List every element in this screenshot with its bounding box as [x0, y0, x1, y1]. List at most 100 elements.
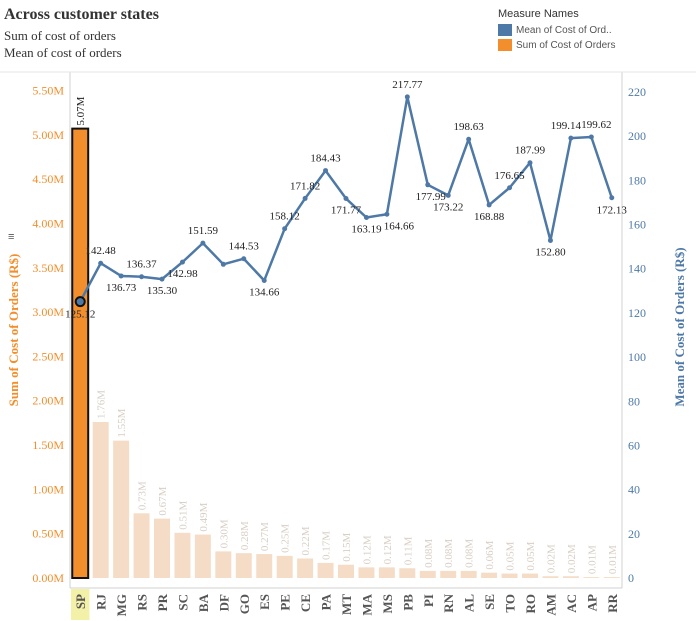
mean-label-ma: 163.19: [351, 223, 382, 235]
mean-point-pe: [282, 226, 288, 232]
bar-label-rj: 1.76M: [96, 390, 108, 419]
bar-se: [481, 572, 498, 578]
mean-point-to: [507, 185, 513, 191]
category-label-pe: PE: [278, 594, 293, 611]
mean-label-ce: 171.82: [290, 180, 320, 192]
mean-label-sc: 142.98: [167, 268, 198, 280]
category-label-pi: PI: [421, 594, 436, 607]
mean-point-ac: [568, 135, 574, 141]
bar-label-es: 0.27M: [259, 522, 271, 551]
bar-label-go: 0.28M: [239, 521, 251, 550]
mean-label-ms: 164.66: [384, 220, 415, 232]
mean-label-pa: 184.43: [310, 153, 341, 165]
mean-label-rn: 173.22: [433, 201, 463, 213]
mean-label-mt: 171.77: [331, 205, 362, 217]
category-label-rs: RS: [135, 594, 150, 611]
y-right-tick-label: 20: [628, 527, 640, 541]
mean-label-se: 168.88: [474, 211, 505, 223]
chart-title: Across customer states: [4, 6, 159, 23]
mean-label-rj: 142.48: [86, 245, 117, 257]
mean-point-sp: [74, 296, 86, 308]
legend-title: Measure Names: [498, 8, 579, 20]
mean-label-pb: 217.77: [392, 79, 423, 91]
category-label-to: TO: [503, 594, 518, 613]
mean-label-pe: 158.12: [270, 211, 300, 223]
mean-point-rn: [445, 192, 451, 198]
bar-pb: [399, 568, 416, 578]
y-right-tick-label: 200: [628, 129, 646, 143]
y-left-tick-label: 4.50M: [32, 172, 64, 186]
legend-label-sum: Sum of Cost of Orders: [516, 39, 616, 51]
y-left-tick-label: 5.50M: [32, 84, 64, 98]
mean-label-ro: 187.99: [515, 145, 546, 157]
y-right-tick-label: 40: [628, 483, 640, 497]
category-label-ap: AP: [584, 594, 599, 611]
category-label-am: AM: [543, 594, 558, 616]
category-label-ms: MS: [380, 594, 395, 614]
bar-label-al: 0.08M: [464, 539, 476, 568]
mean-point-go: [241, 256, 247, 262]
bar-sc: [174, 532, 191, 578]
bar-pa: [317, 562, 334, 578]
mean-point-pa: [323, 168, 329, 174]
category-label-sc: SC: [175, 594, 190, 611]
mean-label-rr: 172.13: [597, 205, 628, 217]
y-left-axis-title: Sum of Cost of Orders (R$): [6, 254, 21, 407]
mean-label-to: 176.65: [494, 170, 525, 182]
category-label-ma: MA: [359, 593, 374, 615]
bar-label-mg: 1.55M: [116, 408, 128, 437]
legend-swatch-mean: [498, 24, 512, 36]
bar-ma: [358, 567, 375, 578]
chart-subtitle-sum: Sum of cost of orders: [4, 28, 116, 43]
mean-label-mg: 136.73: [106, 282, 137, 294]
y-left-tick-label: 2.00M: [32, 394, 64, 408]
bar-pe: [276, 555, 293, 578]
category-label-ro: RO: [523, 594, 538, 614]
bar-ce: [297, 558, 314, 578]
y-left-tick-label: 4.00M: [32, 216, 64, 230]
bar-label-pi: 0.08M: [423, 539, 435, 568]
y-right-tick-label: 80: [628, 394, 640, 408]
bar-al: [460, 570, 477, 578]
mean-point-am: [547, 237, 553, 243]
y-right-tick-label: 120: [628, 306, 646, 320]
y-left-tick-label: 0.50M: [32, 527, 64, 541]
category-label-pr: PR: [155, 593, 170, 611]
mean-point-sc: [179, 259, 185, 265]
bar-label-rs: 0.73M: [137, 481, 149, 510]
y-right-tick-label: 160: [628, 218, 646, 232]
bar-label-am: 0.02M: [545, 544, 557, 573]
category-label-es: ES: [257, 594, 272, 610]
bar-rs: [133, 513, 150, 578]
bar-label-rr: 0.01M: [607, 545, 619, 574]
category-label-rr: RR: [605, 593, 620, 612]
bar-label-to: 0.05M: [505, 541, 517, 570]
mean-label-go: 144.53: [229, 241, 260, 253]
mean-label-pi: 177.99: [416, 191, 447, 203]
legend-item-sum[interactable]: Sum of Cost of Orders: [498, 39, 615, 51]
y-left-tick-label: 1.50M: [32, 438, 64, 452]
bar-label-sc: 0.51M: [177, 501, 189, 530]
bar-ba: [194, 534, 211, 578]
category-highlight-sp: [71, 589, 90, 620]
mean-point-ms: [384, 211, 390, 217]
category-label-mg: MG: [114, 594, 129, 616]
mean-label-rs: 136.37: [126, 259, 157, 271]
category-label-ba: BA: [196, 593, 211, 612]
mean-point-pr: [159, 276, 165, 282]
bar-ro: [522, 573, 538, 578]
mean-label-pr: 135.30: [147, 285, 178, 297]
legend-swatch-sum: [498, 39, 512, 51]
bar-go: [235, 553, 252, 578]
bar-ms: [378, 567, 395, 578]
bar-label-ms: 0.12M: [382, 535, 394, 564]
sort-icon: ≡: [8, 231, 14, 243]
legend-item-mean[interactable]: Mean of Cost of Ord..: [498, 24, 615, 36]
y-left-tick-label: 2.50M: [32, 349, 64, 363]
mean-point-df: [220, 261, 226, 267]
mean-label-es: 134.66: [249, 287, 280, 299]
category-label-ce: CE: [298, 594, 313, 612]
mean-point-rs: [139, 274, 145, 280]
mean-point-pb: [404, 94, 410, 100]
y-right-tick-label: 0: [628, 571, 634, 585]
